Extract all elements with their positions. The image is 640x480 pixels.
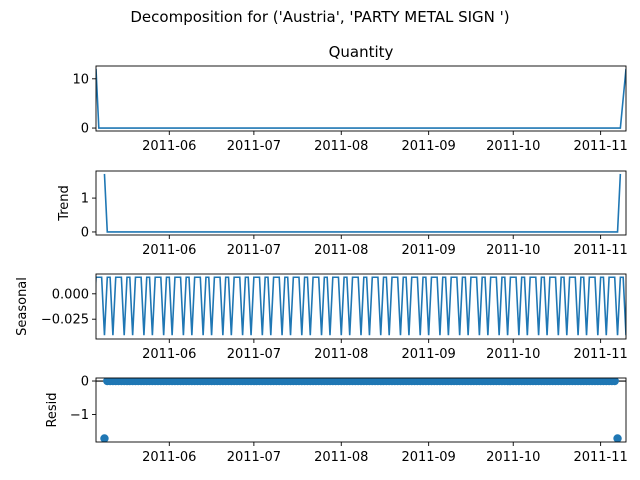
x-tick-label-trend: 2011-08 — [314, 243, 368, 258]
y-tick-label-observed: 0 — [81, 122, 89, 137]
x-tick-label-observed: 2011-08 — [314, 139, 368, 154]
x-tick-label-resid: 2011-09 — [401, 450, 455, 465]
y-tick-label-trend: 0 — [81, 225, 89, 240]
x-tick-label-resid: 2011-11 — [573, 450, 627, 465]
x-tick-label-seasonal: 2011-11 — [573, 347, 627, 362]
data-layer-trend — [103, 173, 622, 233]
x-tick-label-observed: 2011-07 — [227, 139, 281, 154]
panel-title-observed: Quantity — [329, 43, 394, 61]
y-tick-label-seasonal: 0.000 — [52, 287, 89, 302]
series-line-seasonal — [96, 276, 626, 336]
y-tick-label-resid: −1 — [70, 408, 89, 423]
x-tick-label-trend: 2011-07 — [227, 243, 281, 258]
x-tick-label-observed: 2011-06 — [142, 139, 196, 154]
x-tick-label-seasonal: 2011-10 — [486, 347, 540, 362]
x-tick-label-resid: 2011-10 — [486, 450, 540, 465]
x-tick-label-resid: 2011-08 — [314, 450, 368, 465]
x-tick-label-observed: 2011-11 — [573, 139, 627, 154]
x-tick-label-observed: 2011-09 — [401, 139, 455, 154]
panel-seasonal: Seasonal 0.000 −0.025 2011-06 2011-07 2011-08… — [15, 273, 628, 362]
series-line-observed — [96, 68, 626, 129]
y-axis-title-trend: Trend — [57, 185, 72, 222]
x-tick-label-trend: 2011-11 — [573, 243, 627, 258]
data-layer-seasonal — [96, 276, 626, 336]
axes-frame-trend — [95, 170, 627, 236]
panel-trend: Trend 0 1 2011-06 2011-07 2011-08 2011-09 2011-… — [57, 170, 628, 258]
x-tick-label-seasonal: 2011-08 — [314, 347, 368, 362]
x-tick-label-seasonal: 2011-09 — [401, 347, 455, 362]
axes-frame-seasonal — [95, 273, 627, 340]
x-tick-label-seasonal: 2011-06 — [142, 347, 196, 362]
series-line-trend — [103, 173, 622, 233]
x-tick-label-observed: 2011-10 — [486, 139, 540, 154]
x-tick-label-resid: 2011-07 — [227, 450, 281, 465]
data-layer-resid — [96, 378, 626, 442]
axes-frame-observed — [95, 65, 627, 132]
y-tick-label-resid: 0 — [81, 375, 89, 390]
y-axis-title-resid: Resid — [45, 392, 60, 427]
x-tick-label-seasonal: 2011-07 — [227, 347, 281, 362]
panel-observed: Quantity 0 10 2011-06 2011-07 2011-08 2011-09 2… — [72, 43, 627, 154]
y-axis-title-seasonal: Seasonal — [15, 277, 30, 336]
axes-frame-resid — [95, 377, 627, 443]
resid-point — [100, 434, 109, 442]
resid-point — [613, 434, 622, 442]
resid-point — [610, 378, 619, 386]
y-tick-label-seasonal: −0.025 — [41, 313, 89, 328]
x-tick-label-resid: 2011-06 — [142, 450, 196, 465]
y-tick-label-trend: 1 — [81, 192, 89, 207]
figure-suptitle: Decomposition for ('Austria', 'PARTY MET… — [130, 8, 509, 26]
x-tick-label-trend: 2011-10 — [486, 243, 540, 258]
panel-resid: Resid 0 −1 2011-06 2011-07 2011-08 2011-09 2011… — [45, 375, 628, 465]
x-tick-label-trend: 2011-06 — [142, 243, 196, 258]
y-tick-label-observed: 10 — [72, 72, 89, 87]
x-tick-label-trend: 2011-09 — [401, 243, 455, 258]
data-layer-observed — [96, 68, 626, 129]
